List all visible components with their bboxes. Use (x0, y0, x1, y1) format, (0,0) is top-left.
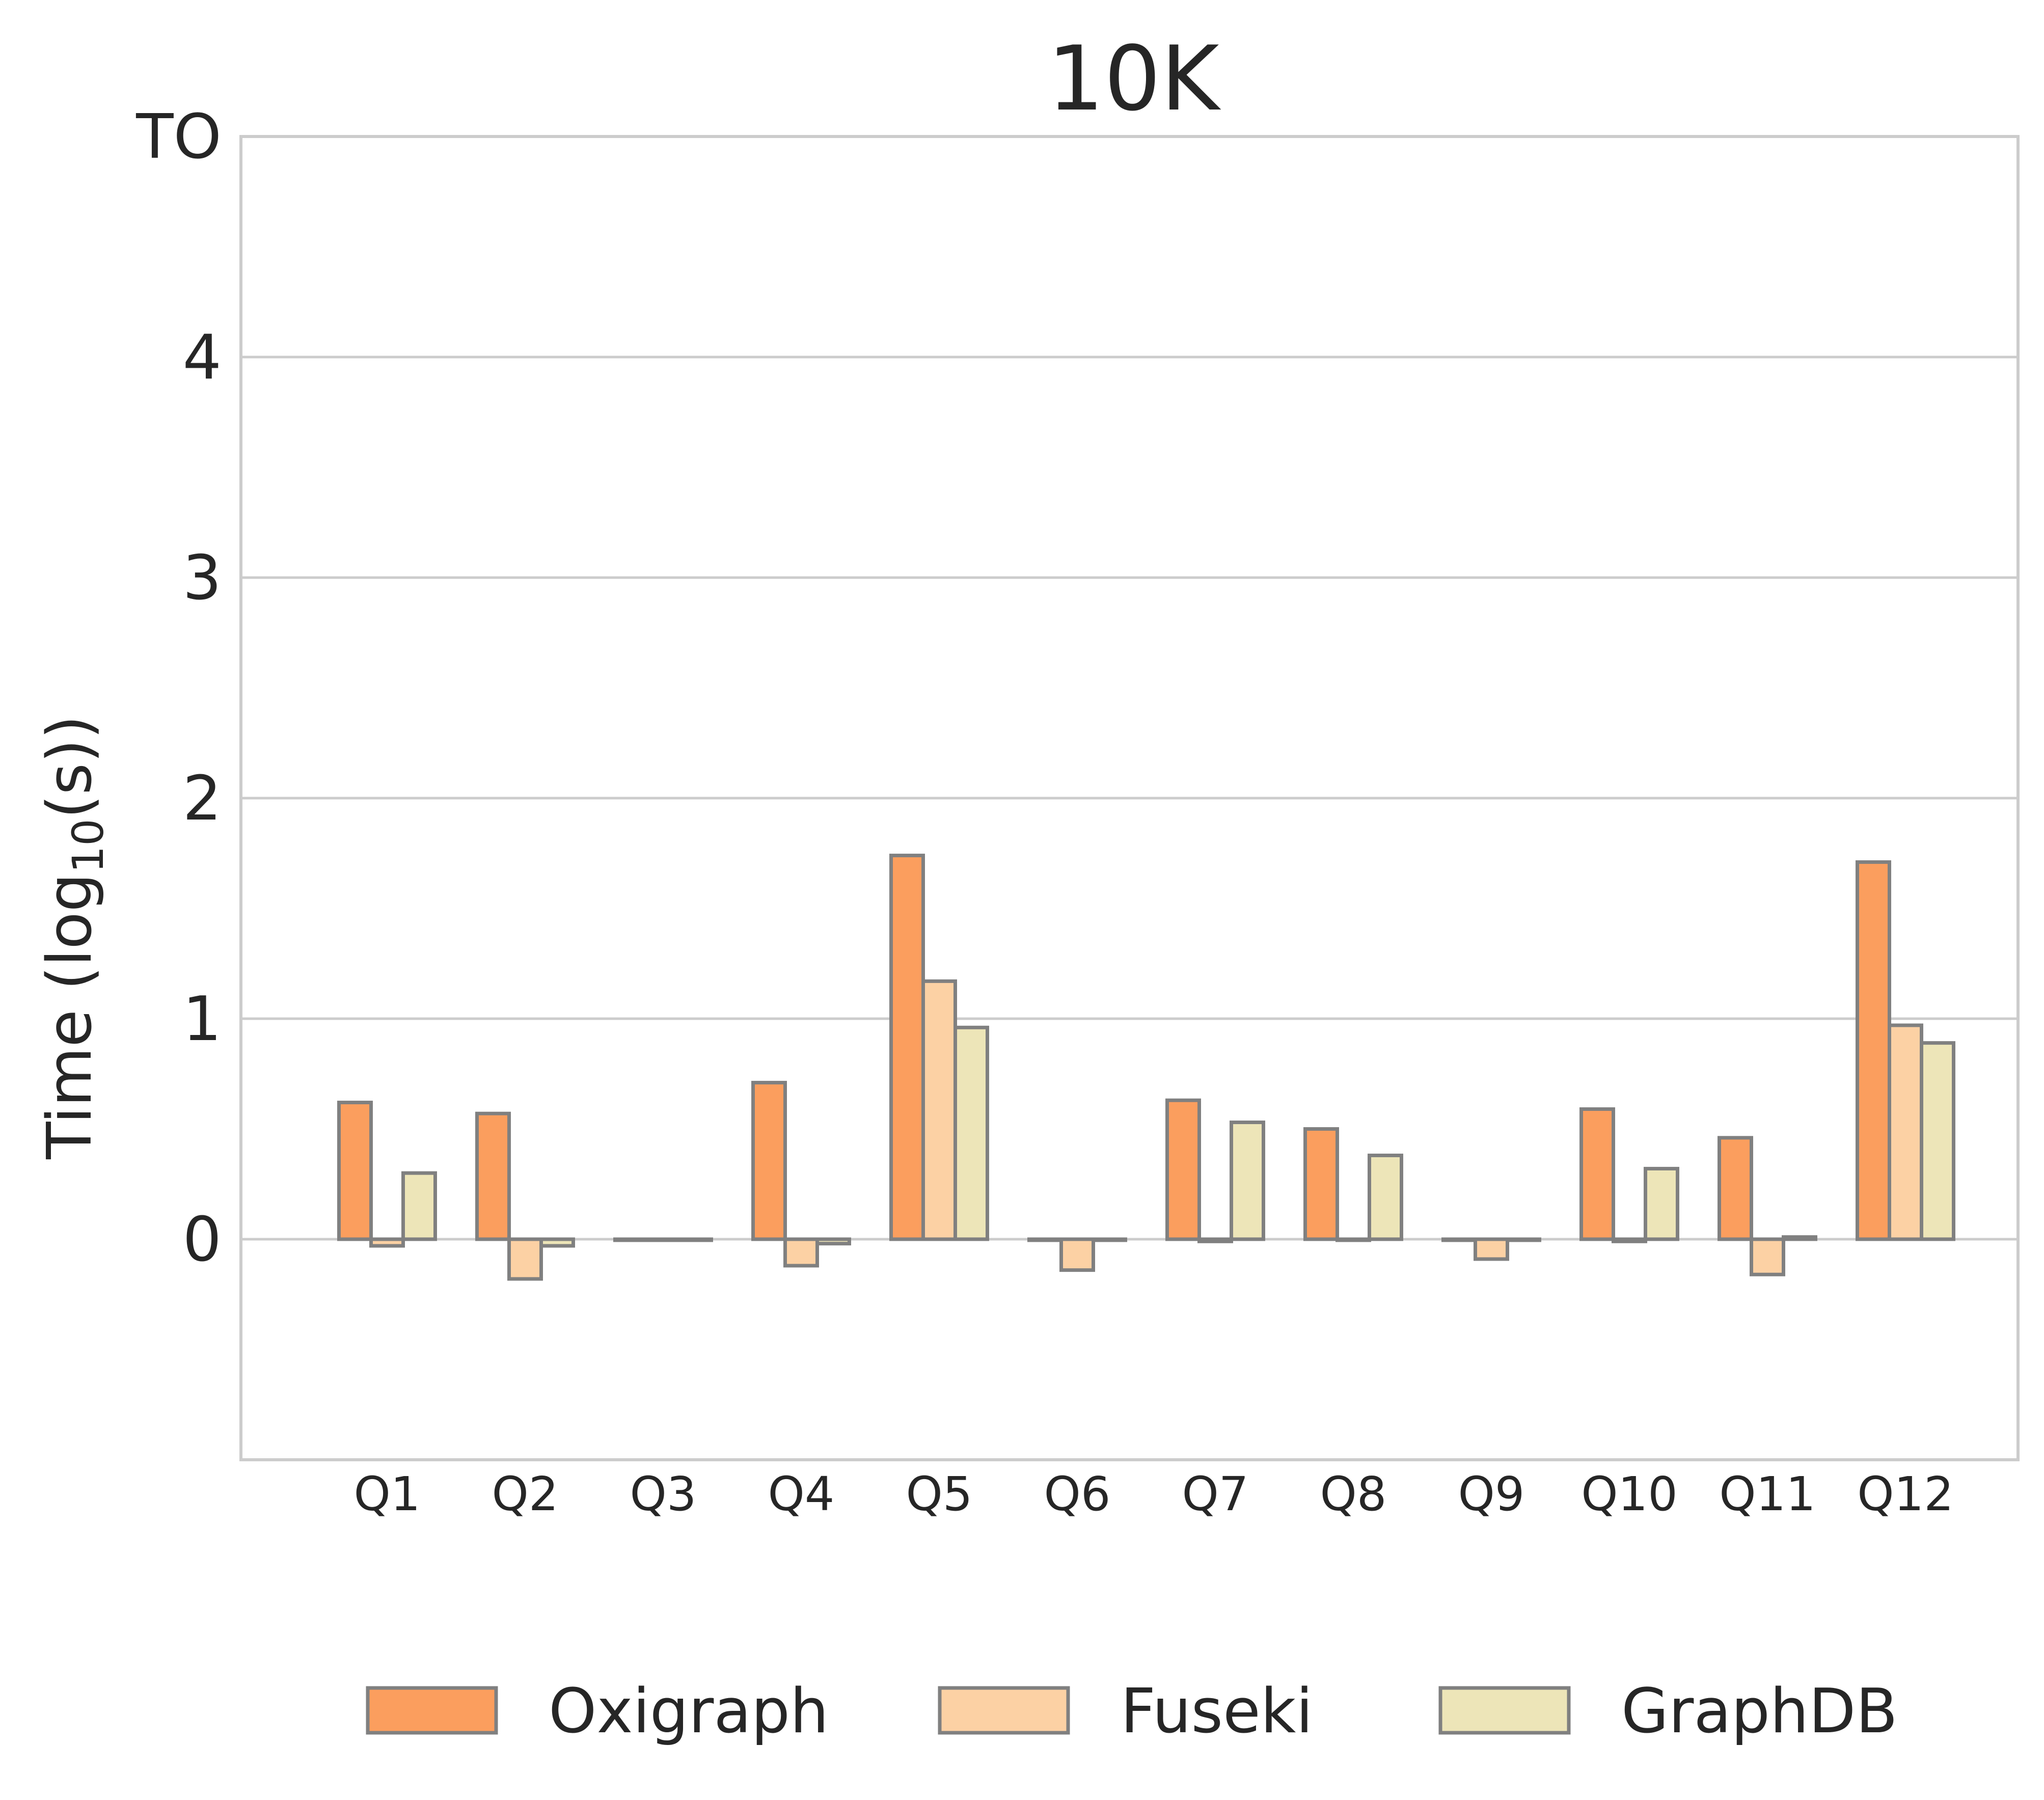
bar-graphdb-q3 (677, 1237, 713, 1242)
bar-oxigraph-q12 (1856, 860, 1891, 1241)
x-tick-label: Q7 (1182, 1467, 1249, 1521)
bar-fuseki-q6 (1059, 1237, 1095, 1272)
y-tick-label: TO (135, 102, 222, 173)
bar-fuseki-q3 (645, 1237, 681, 1242)
bar-oxigraph-q6 (1027, 1237, 1063, 1242)
bar-fuseki-q10 (1612, 1237, 1647, 1243)
bar-graphdb-q1 (401, 1171, 437, 1241)
x-tick-labels: Q1 Q2 Q3 Q4 Q5 Q6 Q7 Q8 Q9 Q10 Q11 Q12 (354, 1467, 1954, 1521)
y-tick-label: 4 (183, 322, 222, 393)
plot-frame (239, 135, 2020, 1461)
x-tick-label: Q2 (492, 1467, 559, 1521)
bar-oxigraph-q11 (1718, 1136, 1753, 1241)
bar-oxigraph-q9 (1441, 1237, 1477, 1242)
bar-oxigraph-q4 (751, 1081, 787, 1241)
bar-graphdb-q11 (1782, 1235, 1817, 1241)
bar-oxigraph-q1 (337, 1101, 373, 1241)
legend-label-fuseki: Fuseki (1121, 1676, 1313, 1747)
legend-swatch-graphdb (1438, 1686, 1571, 1735)
bar-fuseki-q12 (1888, 1023, 1923, 1241)
bar-graphdb-q8 (1368, 1153, 1403, 1241)
x-tick-label: Q4 (768, 1467, 835, 1521)
bar-graphdb-q6 (1092, 1237, 1127, 1242)
bar-fuseki-q2 (507, 1237, 543, 1281)
bar-fuseki-q5 (921, 979, 957, 1241)
legend-swatch-oxigraph (366, 1686, 498, 1735)
bar-oxigraph-q8 (1303, 1127, 1339, 1241)
bar-fuseki-q8 (1336, 1237, 1371, 1242)
y-tick-label: 0 (183, 1205, 222, 1275)
bar-graphdb-q5 (953, 1025, 989, 1241)
y-axis-label-suffix: (s)) (35, 715, 105, 819)
x-tick-label: Q9 (1458, 1467, 1525, 1521)
bar-oxigraph-q10 (1579, 1107, 1615, 1241)
legend-swatch-fuseki (938, 1686, 1070, 1735)
bar-graphdb-q12 (1920, 1041, 1955, 1241)
chart-title: 10K (1047, 28, 1221, 131)
y-axis-label: Time (log10(s)) (35, 715, 113, 1159)
bar-fuseki-q7 (1197, 1237, 1233, 1243)
bar-oxigraph-q3 (613, 1237, 649, 1242)
x-tick-label: Q8 (1320, 1467, 1387, 1521)
bar-graphdb-q10 (1644, 1166, 1679, 1241)
x-tick-label: Q10 (1581, 1467, 1677, 1521)
x-tick-label: Q11 (1719, 1467, 1815, 1521)
x-tick-label: Q3 (630, 1467, 697, 1521)
bar-oxigraph-q2 (475, 1111, 511, 1241)
y-axis-label-subscript: 10 (63, 819, 113, 873)
y-tick-label: 2 (183, 763, 222, 834)
bar-oxigraph-q7 (1165, 1098, 1201, 1241)
y-axis-label-main: Time (log (35, 873, 105, 1160)
bar-graphdb-q2 (539, 1237, 575, 1248)
x-tick-label: Q6 (1044, 1467, 1111, 1521)
bar-graphdb-q9 (1506, 1237, 1541, 1242)
y-tick-label: 1 (183, 984, 222, 1055)
legend-label-graphdb: GraphDB (1621, 1676, 1898, 1747)
legend: Oxigraph Fuseki GraphDB (366, 1676, 1898, 1747)
legend-label-oxigraph: Oxigraph (549, 1676, 829, 1747)
bar-graphdb-q4 (815, 1237, 851, 1246)
bar-fuseki-q9 (1474, 1237, 1509, 1261)
bar-fuseki-q4 (783, 1237, 819, 1268)
bar-graphdb-q7 (1230, 1121, 1265, 1241)
bar-fuseki-q11 (1750, 1237, 1785, 1276)
y-tick-labels: 0 1 2 3 4 TO (135, 102, 222, 1275)
bars (337, 854, 1955, 1281)
x-tick-label: Q5 (906, 1467, 973, 1521)
y-tick-label: 3 (183, 543, 222, 614)
x-tick-label: Q1 (354, 1467, 421, 1521)
bar-fuseki-q1 (369, 1237, 405, 1248)
x-tick-label: Q12 (1857, 1467, 1953, 1521)
bar-oxigraph-q5 (889, 854, 925, 1241)
